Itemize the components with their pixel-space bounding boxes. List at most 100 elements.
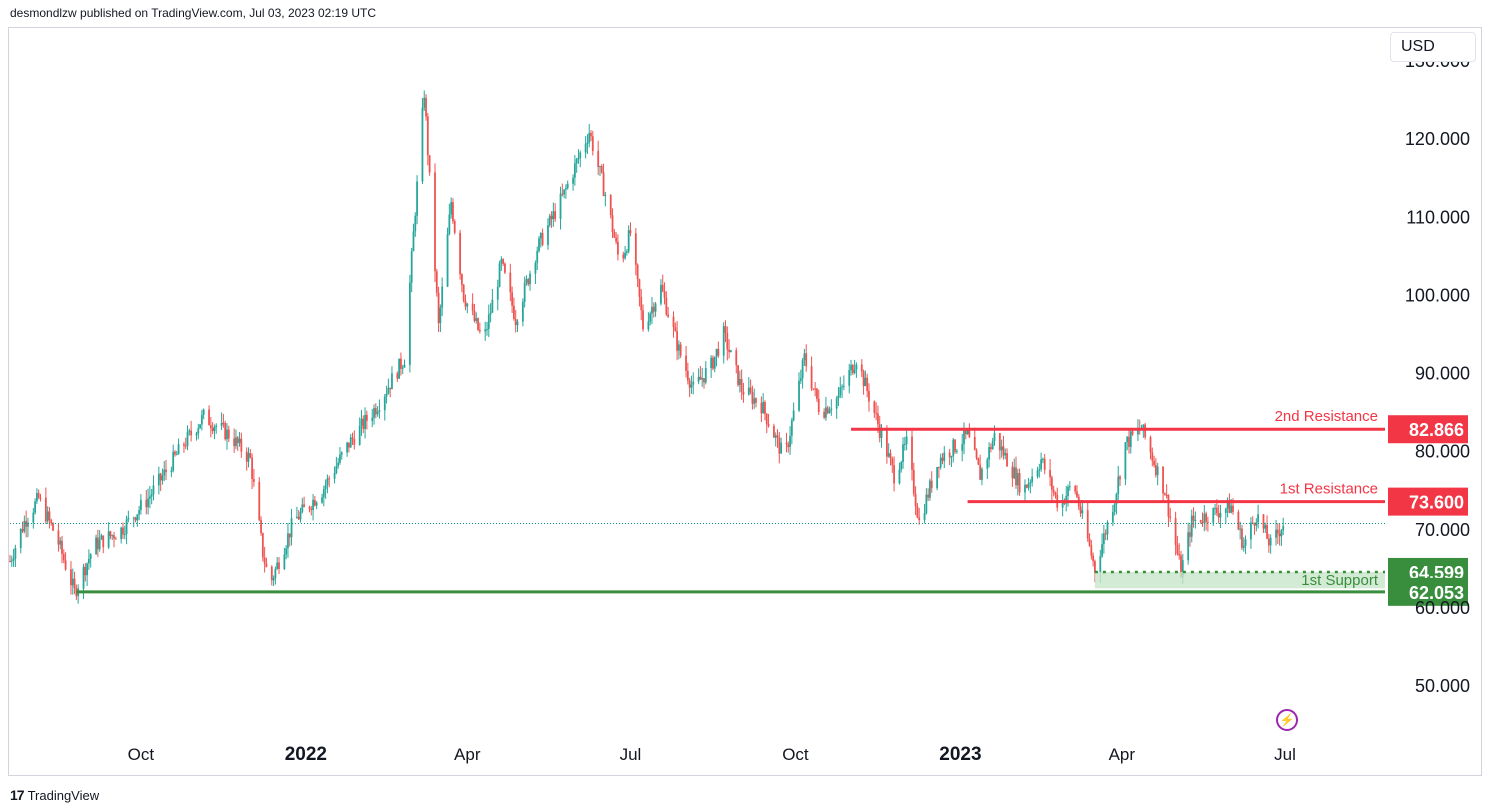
candle-body [810,366,813,389]
candle-body [414,215,417,232]
candle-body [1180,555,1182,578]
candle-body [941,457,944,461]
candle-body [787,444,790,448]
candle-body [1025,484,1028,488]
currency-button[interactable]: USD [1390,32,1476,62]
footer: 17 TradingView [10,787,99,803]
candle-body [1094,561,1096,573]
y-tick-label: 50.000 [1415,676,1470,696]
candle-body [1119,476,1121,480]
candle-body [39,497,42,499]
candle-body [46,511,49,522]
candle-body [421,107,424,182]
candle-body [416,181,418,216]
candle-body [313,499,316,506]
price-axis: 50.000 60.000 70.000 80.000 90.000 100.000 110… [1405,51,1470,696]
y-tick-label: 70.000 [1415,520,1470,540]
candle-body [952,439,955,457]
candle-body [188,430,191,432]
candle-body [667,314,670,317]
candle-body [539,233,542,239]
candle-body [1181,560,1184,578]
candle-body [538,238,540,251]
candle-body [175,454,178,456]
candle-body [1156,466,1159,476]
candle-body [437,292,440,324]
candle-body [322,489,325,498]
level-price-label: 82.866 [1409,420,1464,440]
candle-body [1016,473,1019,486]
candle-body [303,504,305,508]
candle-body [1280,530,1283,537]
candle-body [1031,476,1034,483]
candle-body [299,511,302,520]
candle-body [335,466,338,474]
level-price-badge [1388,415,1468,444]
candle-body [649,313,652,322]
candle-body [891,458,894,466]
candle-body [453,221,456,233]
candle-body [629,230,632,234]
candle-body [735,350,738,366]
level-price-badge [1388,577,1468,606]
candle-body [855,364,858,370]
candle-body [14,547,17,559]
candle-body [487,314,490,330]
candle-body [625,251,628,253]
candle-body [798,380,800,411]
lightning-icon[interactable]: ⚡ [1276,709,1298,731]
candle-body [161,475,164,481]
candle-body [966,430,969,435]
chart-frame[interactable] [8,27,1482,776]
candle-body [1169,516,1172,519]
candle-body [916,506,919,518]
candle-body [868,391,870,402]
candle-body [767,424,770,426]
candle-body [1124,442,1127,480]
tradingview-brand[interactable]: TradingView [27,787,100,803]
level-price-label: 62.053 [1409,583,1464,603]
candle-body [1264,525,1267,529]
candle-body [107,531,110,548]
candle-body [1040,459,1043,470]
candle-body [236,437,239,444]
candle-body [396,373,399,379]
candle-body [321,497,323,503]
candle-body [875,412,878,414]
candle-body [511,292,514,306]
candle-body [1275,529,1277,538]
candle-body [82,566,85,589]
candle-body [113,535,115,539]
candle-body [864,377,867,387]
candle-body [1102,533,1105,545]
level-name: 1st Resistance [1280,481,1378,498]
candle-body [647,321,650,330]
candle-body [877,413,879,425]
candle-body [812,388,815,390]
candle-body [993,433,996,442]
tradingview-logo-icon[interactable]: 17 [10,787,25,803]
candle-body [887,453,890,457]
candle-body [439,307,442,324]
candle-body [1086,510,1089,539]
candle-body [19,528,22,548]
candle-body [1050,477,1053,490]
candle-body [724,326,727,333]
candle-body [955,450,958,452]
candle-body [489,312,492,315]
candle-body [550,215,553,220]
candle-body [1015,467,1017,486]
candle-body [1228,499,1231,513]
candle-body [1278,533,1281,537]
candle-body [136,514,139,521]
candle-body [1038,469,1041,471]
candle-body [814,388,817,390]
x-tick-label: Oct [782,745,809,764]
candle-body [977,458,980,465]
candle-body [227,429,230,439]
candle-body [729,350,732,353]
candle-body [566,183,569,188]
candle-body [1190,515,1193,537]
candle-body [634,233,637,265]
